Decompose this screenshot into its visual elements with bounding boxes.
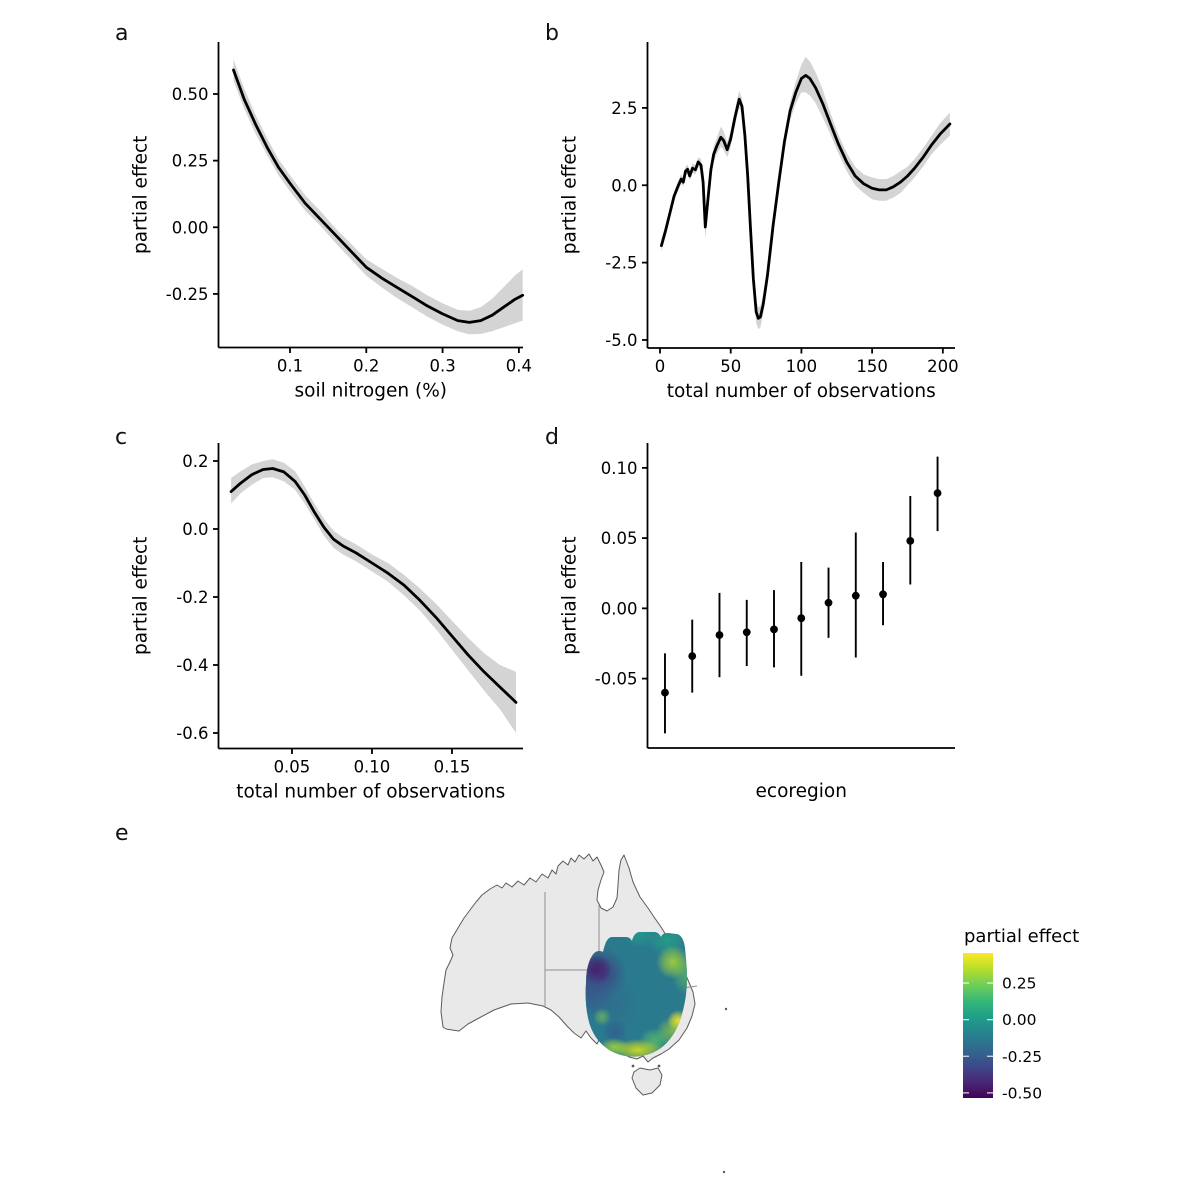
raster-hotspot <box>593 1008 611 1026</box>
legend-tick-label: 0.25 <box>1002 975 1037 993</box>
y-tick-label: -0.4 <box>176 656 208 675</box>
x-tick-label: 0.05 <box>274 758 311 777</box>
raster-hotspot <box>672 955 687 995</box>
y-tick-label: 0.50 <box>172 85 209 104</box>
panel-c-letter: c <box>115 425 127 450</box>
y-tick-label: 0.00 <box>601 599 638 618</box>
colorbar-legend: partial effect 0.25 0.00 -0.25 -0.50 <box>963 926 1079 1102</box>
x-tick-label: 200 <box>927 357 959 376</box>
x-tick-label: 0 <box>655 357 666 376</box>
confidence-band <box>231 459 516 733</box>
y-tick-label: 0.0 <box>611 176 637 195</box>
y-tick-label: 2.5 <box>611 99 637 118</box>
panel-e-letter: e <box>115 821 129 846</box>
y-tick-label: 0.00 <box>172 218 209 237</box>
panel-c-plot: 0.05 0.10 0.15 0.2 0.0 -0.2 -0.4 -0.6 total numb… <box>131 443 523 803</box>
confidence-band <box>233 59 523 335</box>
panel-d-letter: d <box>545 425 559 450</box>
partial-effect-raster <box>585 932 687 1057</box>
y-tick-label: -0.25 <box>166 285 209 304</box>
offshore-island-east <box>724 1007 728 1011</box>
y-axis-title: partial effect <box>131 136 152 254</box>
x-tick-label: 100 <box>786 357 818 376</box>
point-estimate <box>851 591 860 600</box>
panel-b-plot: 0 50 100 150 200 2.5 0.0 -2.5 -5.0 total number o… <box>560 42 959 402</box>
y-tick-label: -0.05 <box>595 670 638 689</box>
y-axis-title: partial effect <box>131 537 152 655</box>
y-tick-label: 0.0 <box>182 520 208 539</box>
panel-d-plot: 0.10 0.05 0.00 -0.05 ecoregion partial effect <box>560 443 955 802</box>
y-tick-label: -0.2 <box>176 588 208 607</box>
x-tick-label: 0.3 <box>429 357 455 376</box>
y-tick-label: 0.05 <box>601 529 638 548</box>
y-tick-label: -0.6 <box>176 724 208 743</box>
point-estimate <box>715 631 724 639</box>
smooth-line <box>660 74 952 320</box>
legend-colorbar <box>963 953 993 1098</box>
x-tick-label: 0.1 <box>277 357 303 376</box>
legend-tick-label: -0.25 <box>1002 1048 1042 1066</box>
point-estimate <box>688 652 697 661</box>
point-estimate <box>797 614 806 623</box>
x-axis-title: soil nitrogen (%) <box>295 381 448 402</box>
bass-strait-island <box>631 1064 635 1068</box>
point-estimate <box>661 688 669 697</box>
point-estimate <box>742 628 751 637</box>
panel-a-plot: 0.1 0.2 0.3 0.4 0.50 0.25 0.00 -0.25 soil nitrog… <box>131 42 532 402</box>
bass-strait-island-2 <box>657 1064 661 1068</box>
x-axis-title: total number of observations <box>236 782 505 803</box>
x-axis-title: ecoregion <box>756 781 847 802</box>
point-estimate <box>824 598 833 607</box>
raster-hotspot <box>599 1038 629 1056</box>
x-tick-label: 150 <box>856 357 888 376</box>
tasmania <box>631 1067 663 1096</box>
x-tick-label: 0.4 <box>506 357 532 376</box>
x-axis-title: total number of observations <box>667 381 936 402</box>
y-tick-label: 0.25 <box>172 152 209 171</box>
x-tick-label: 50 <box>720 357 741 376</box>
x-tick-label: 0.15 <box>434 758 471 777</box>
legend-tick-label: -0.50 <box>1002 1084 1042 1102</box>
y-tick-label: 0.2 <box>182 452 208 471</box>
panel-a-letter: a <box>115 21 128 46</box>
x-tick-label: 0.2 <box>353 357 379 376</box>
y-tick-label: -5.0 <box>605 331 637 350</box>
smooth-line <box>232 68 525 324</box>
raster-hotspot <box>602 1019 628 1045</box>
point-estimate <box>906 537 915 545</box>
raster-hotspots <box>585 932 687 1057</box>
offshore-island-south <box>722 1170 726 1174</box>
x-tick-label: 0.10 <box>354 758 391 777</box>
y-tick-label: 0.10 <box>601 459 638 478</box>
y-axis-title: partial effect <box>560 136 581 254</box>
state-borders <box>544 892 698 1006</box>
panel-b-letter: b <box>545 21 559 46</box>
y-tick-label: -2.5 <box>605 254 637 273</box>
point-estimate <box>770 625 778 634</box>
legend-tick-label: 0.00 <box>1002 1011 1037 1029</box>
legend-title: partial effect <box>964 926 1079 947</box>
smooth-line <box>229 467 518 704</box>
y-axis-title: partial effect <box>560 536 581 654</box>
point-estimate <box>879 590 887 599</box>
point-estimate <box>933 489 942 498</box>
australia-map <box>440 853 728 1174</box>
